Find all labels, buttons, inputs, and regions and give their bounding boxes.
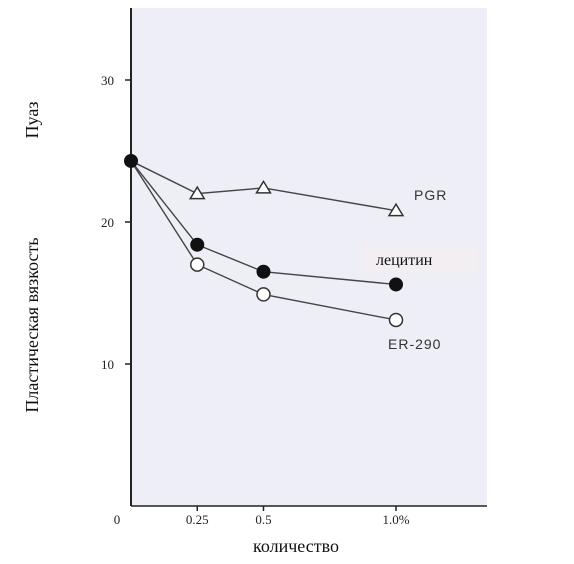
data-point-filled-circle bbox=[190, 237, 205, 252]
y-tick-label: 10 bbox=[101, 357, 114, 372]
x-tick-label: 0.5 bbox=[255, 512, 271, 527]
x-tick-label: 1.0% bbox=[382, 512, 409, 527]
series-line-1 bbox=[130, 160, 397, 286]
x-tick-label: 0 bbox=[114, 512, 121, 527]
series-line-0 bbox=[130, 160, 397, 212]
data-point-filled-circle bbox=[124, 153, 138, 168]
data-point-filled-circle bbox=[389, 277, 403, 292]
data-point-triangle bbox=[255, 179, 272, 194]
series-label-er290: ER-290 bbox=[388, 336, 441, 352]
y-axis-label: Пластическая вязкость bbox=[22, 237, 42, 412]
series-label-lecithin: лецитин bbox=[376, 252, 433, 269]
data-point-triangle bbox=[387, 202, 405, 217]
data-point-open-circle bbox=[190, 257, 205, 272]
data-point-open-circle bbox=[388, 312, 404, 328]
series-label-pgr: PGR bbox=[414, 187, 447, 203]
x-tick-label: 0.25 bbox=[186, 512, 209, 527]
data-point-filled-circle bbox=[256, 264, 271, 279]
y-tick-label: 30 bbox=[101, 73, 114, 88]
series-line-2 bbox=[130, 160, 397, 321]
y-unit-label: Пуаз bbox=[22, 102, 42, 139]
data-point-open-circle bbox=[256, 287, 271, 302]
series-label-lecithin-highlight bbox=[362, 246, 477, 273]
x-axis-label: количество bbox=[253, 536, 339, 556]
data-point-triangle bbox=[188, 185, 206, 200]
y-tick-label: 20 bbox=[101, 215, 114, 230]
